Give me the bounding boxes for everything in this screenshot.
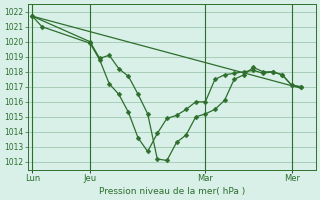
X-axis label: Pression niveau de la mer( hPa ): Pression niveau de la mer( hPa ) xyxy=(99,187,245,196)
